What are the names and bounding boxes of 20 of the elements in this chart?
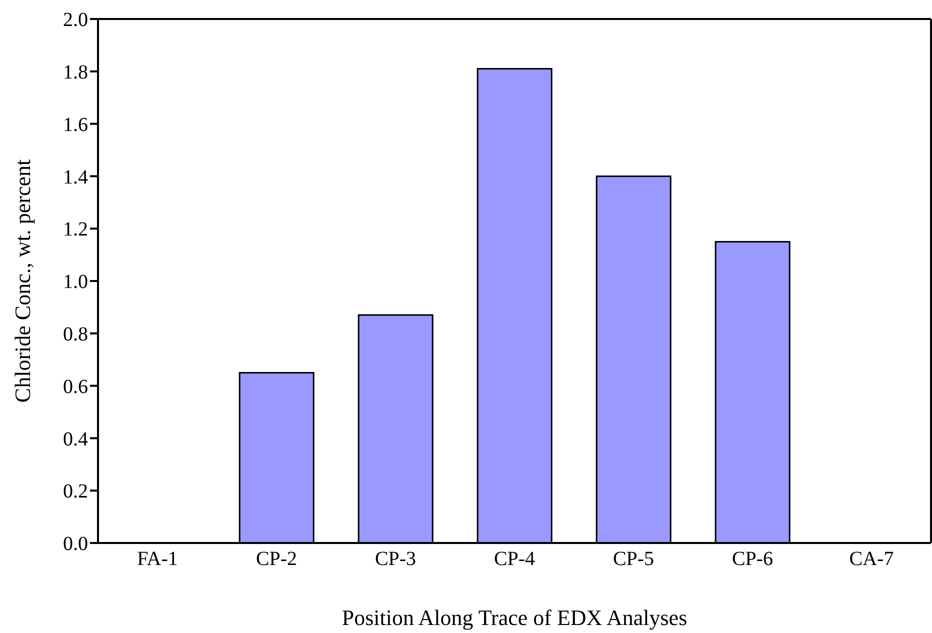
y-tick-label: 0.4: [63, 428, 88, 450]
y-tick-label: 0.2: [63, 480, 88, 503]
x-tick-label: CP-2: [256, 548, 298, 570]
y-tick-label: 0.0: [63, 533, 88, 556]
y-tick-label: 1.2: [63, 218, 88, 241]
x-tick-label: CP-3: [374, 548, 416, 570]
x-tick-label: CP-5: [612, 548, 654, 570]
y-tick-label: 2.0: [63, 9, 88, 32]
x-tick-label: CA-7: [849, 548, 894, 570]
y-tick-label: 1.4: [63, 166, 88, 188]
x-axis-title: Position Along Trace of EDX Analyses: [342, 605, 688, 630]
x-tick-label: FA-1: [137, 548, 178, 570]
y-tick-label: 1.6: [63, 114, 88, 136]
x-tick-label: CP-6: [732, 548, 774, 570]
y-axis-title: Chloride Conc., wt. percent: [10, 159, 35, 403]
x-tick-label: CP-4: [494, 548, 536, 570]
y-tick-label: 1.8: [63, 62, 88, 84]
y-tick-label: 0.6: [63, 376, 88, 398]
y-tick-label: 1.0: [63, 271, 88, 294]
y-tick-label: 0.8: [63, 324, 88, 346]
